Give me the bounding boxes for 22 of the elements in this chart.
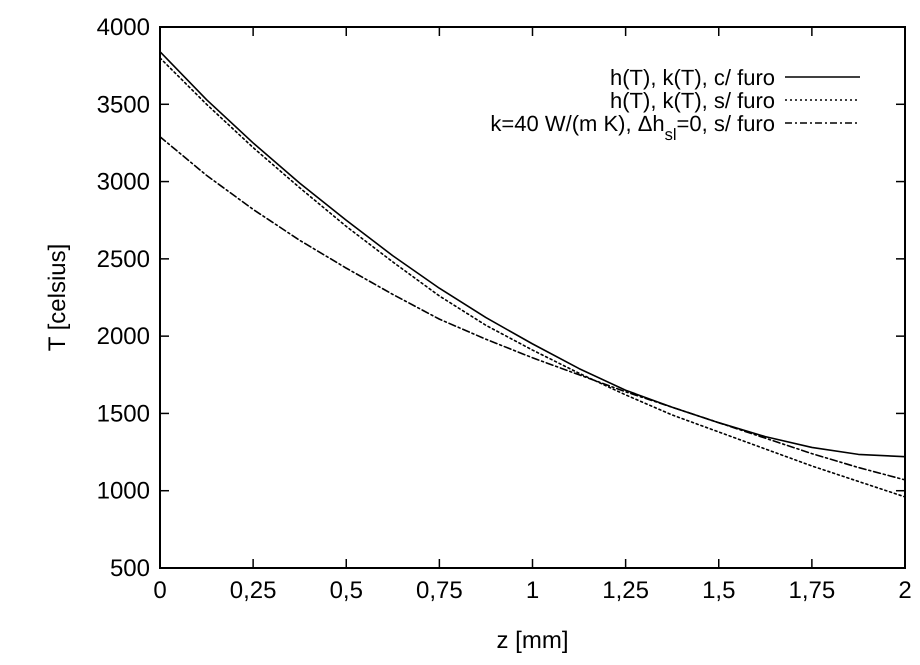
x-tick-label: 1 <box>526 577 540 604</box>
x-tick-label: 0 <box>153 577 167 604</box>
x-tick-label: 1,75 <box>788 577 836 604</box>
x-tick-label: 1,5 <box>702 577 736 604</box>
x-tick-label: 0,75 <box>416 577 463 604</box>
legend-label: k=40 W/(m K), Δh$_{sl}$=0, s/ furo <box>490 111 775 144</box>
y-tick-label: 1000 <box>96 478 150 505</box>
y-axis-title: T [celsius] <box>44 244 71 352</box>
x-tick-label: 0,25 <box>230 577 276 604</box>
legend-label: h(T), k(T), s/ furo <box>610 88 775 113</box>
y-tick-label: 2000 <box>96 323 150 350</box>
x-tick-label: 1,25 <box>602 577 649 604</box>
x-axis-title: z [mm] <box>496 627 568 654</box>
x-tick-label: 2 <box>898 577 912 604</box>
y-tick-label: 3000 <box>96 168 150 196</box>
y-tick-label: 3500 <box>96 91 150 118</box>
legend-label: h(T), k(T), c/ furo <box>610 65 775 90</box>
y-tick-label: 4000 <box>96 14 150 41</box>
y-tick-label: 2500 <box>96 246 150 273</box>
y-tick-label: 1500 <box>96 400 150 428</box>
y-tick-label: 500 <box>110 555 150 582</box>
x-tick-label: 0,5 <box>330 577 363 604</box>
